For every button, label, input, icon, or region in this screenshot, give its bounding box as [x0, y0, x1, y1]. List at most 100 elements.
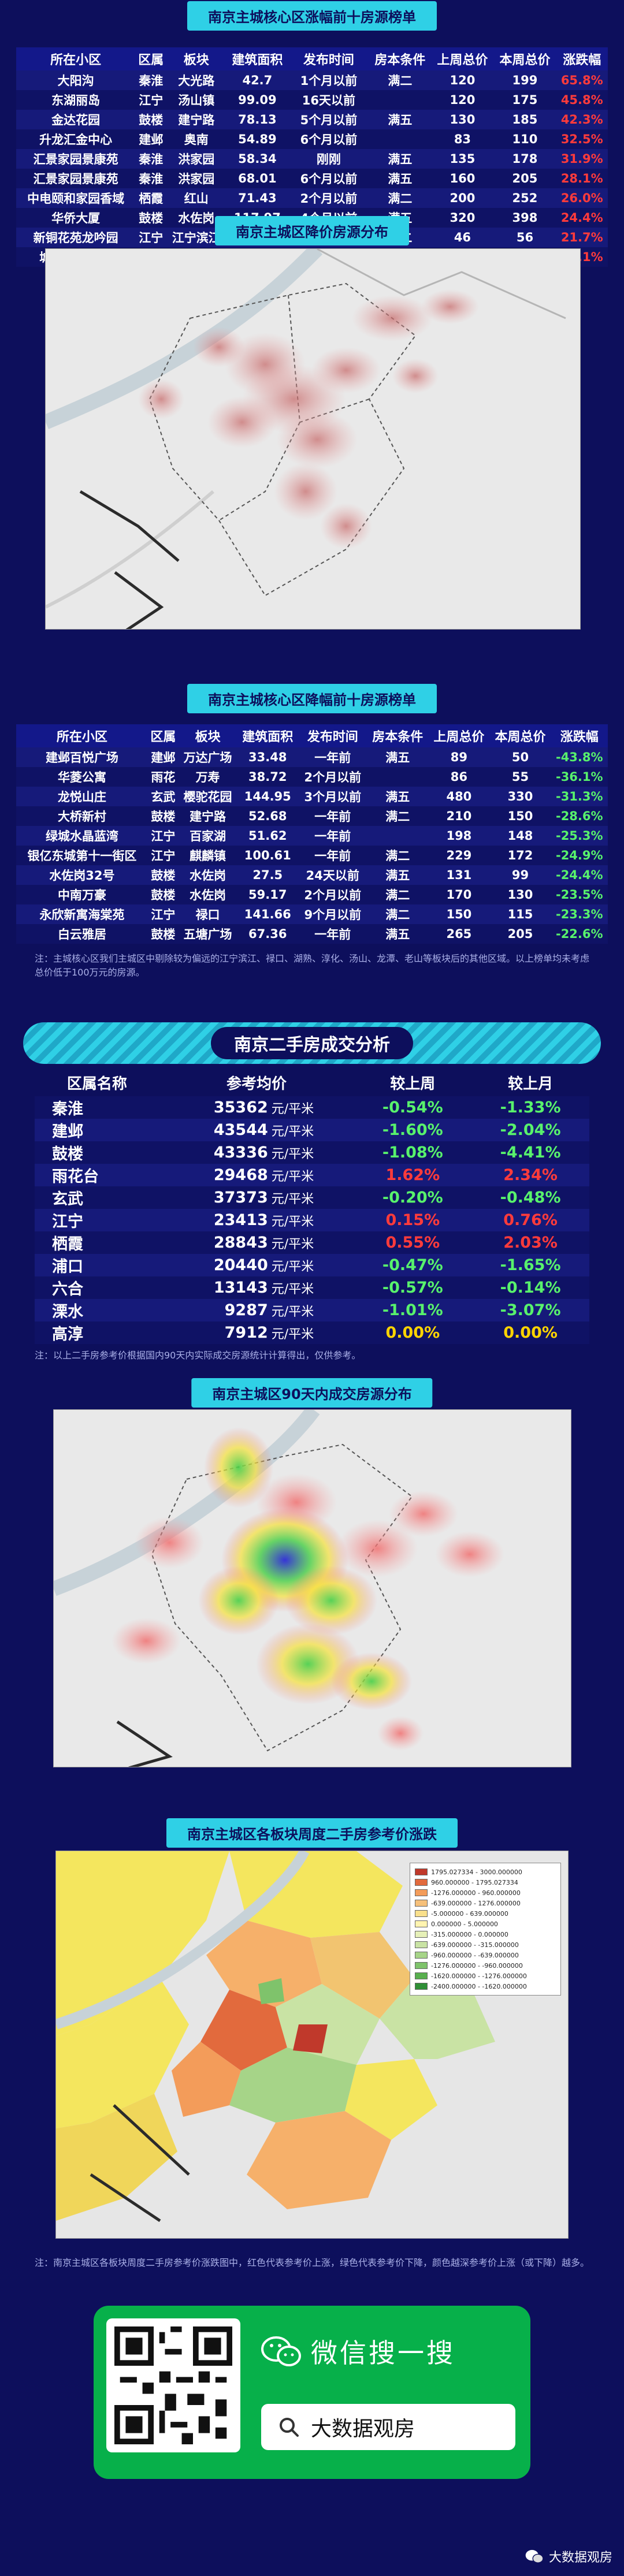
legend-item: 1795.027334 - 3000.000000	[415, 1867, 556, 1877]
table-cell: 78.13	[226, 110, 289, 129]
column-header: 所在小区	[16, 47, 136, 70]
table-cell: 水佐岗	[178, 865, 237, 885]
legend-swatch	[415, 1900, 428, 1907]
table-cell: 130	[489, 885, 551, 904]
section-title-sector-change-map: 南京主城区各板块周度二手房参考价涨跌	[166, 1818, 458, 1848]
table-cell: 252	[493, 188, 556, 208]
table-cell: 永欣新寓海棠苑	[16, 904, 148, 924]
table-cell: 86	[428, 767, 490, 787]
table-cell: 330	[489, 787, 551, 806]
legend-label: -2400.000000 - -1620.000000	[431, 1982, 527, 1990]
legend-swatch	[415, 1920, 428, 1927]
table-cell: 升龙汇金中心	[16, 129, 136, 149]
table-cell: 150	[428, 904, 490, 924]
table-row: 雨花台 29468 元/平米 1.62% 2.34%	[35, 1164, 589, 1186]
district-price: 23413	[159, 1209, 272, 1231]
trade-heatmap-svg	[54, 1410, 571, 1767]
table-cell: 200	[431, 188, 494, 208]
table-cell: 万达广场	[178, 747, 237, 767]
column-header: 房本条件	[369, 47, 432, 70]
legend-swatch	[415, 1962, 428, 1969]
table-cell: 100.61	[237, 846, 299, 865]
table-cell: 38.72	[237, 767, 299, 787]
legend-label: -5.000000 - 639.000000	[431, 1909, 508, 1918]
column-header: 房本条件	[367, 724, 429, 747]
table-cell: 满二	[367, 806, 429, 826]
monthly-change: 2.34%	[471, 1164, 589, 1186]
table-cell: 59.17	[237, 885, 299, 904]
table-cell	[367, 767, 429, 787]
table-cell: 满二	[367, 885, 429, 904]
table-row: 绿城水晶蓝湾 江宁 百家湖 51.62 一年前 198 148 -25.3%	[16, 826, 608, 846]
table-cell: 樱驼花园	[178, 787, 237, 806]
table-cell: -28.6%	[551, 806, 608, 826]
monthly-change: -0.48%	[471, 1186, 589, 1209]
table-cell: 一年前	[298, 747, 367, 767]
legend-swatch	[415, 1910, 428, 1917]
table-cell	[369, 129, 432, 149]
table-cell: 大光路	[166, 70, 226, 90]
table-cell: 31.9%	[556, 149, 608, 169]
table-cell: 百家湖	[178, 826, 237, 846]
table-cell: 一年前	[298, 846, 367, 865]
table-cell: 42.3%	[556, 110, 608, 129]
table-cell: 金达花园	[16, 110, 136, 129]
monthly-change: 0.76%	[471, 1209, 589, 1231]
search-box[interactable]: 大数据观房	[261, 2404, 515, 2450]
table-cell: 建邺百悦广场	[16, 747, 148, 767]
table-row: 建邺百悦广场 建邺 万达广场 33.48 一年前 满五 89 50 -43.8%	[16, 747, 608, 767]
district-name: 高淳	[35, 1321, 159, 1344]
price-unit: 元/平米	[271, 1186, 354, 1209]
table-cell: 205	[489, 924, 551, 944]
table-cell: 建邺	[147, 747, 179, 767]
legend-item: -1620.000000 - -1276.000000	[415, 1971, 556, 1981]
column-header: 涨跌幅	[551, 724, 608, 747]
table-cell: 白云雅居	[16, 924, 148, 944]
table-row: 建邺 43544 元/平米 -1.60% -2.04%	[35, 1119, 589, 1141]
table-cell: 148	[489, 826, 551, 846]
district-name: 六合	[35, 1276, 159, 1299]
district-price: 35362	[159, 1096, 272, 1119]
column-header: 发布时间	[298, 724, 367, 747]
district-price: 43544	[159, 1119, 272, 1141]
district-name: 江宁	[35, 1209, 159, 1231]
table-cell: 6个月以前	[288, 129, 369, 149]
column-header: 较上周	[390, 1075, 436, 1093]
table-cell: 21.7%	[556, 228, 608, 247]
table-cell: 江宁	[147, 846, 179, 865]
weekly-change: 0.00%	[354, 1321, 472, 1344]
district-name: 秦淮	[35, 1096, 159, 1119]
table-cell: 大桥新村	[16, 806, 148, 826]
table-cell: 2个月以前	[298, 885, 367, 904]
column-header: 建筑面积	[237, 724, 299, 747]
table-cell: 5个月以前	[288, 110, 369, 129]
sector-change-map: 1795.027334 - 3000.000000 960.000000 - 17…	[55, 1851, 569, 2239]
table-cell: 320	[431, 208, 494, 228]
table-cell: 江宁	[147, 826, 179, 846]
legend-label: -315.000000 - 0.000000	[431, 1930, 508, 1938]
table-cell: 秦淮	[135, 149, 167, 169]
legend-label: -1276.000000 - -960.000000	[431, 1961, 523, 1970]
district-name: 浦口	[35, 1254, 159, 1276]
table-cell: 50	[489, 747, 551, 767]
table-cell: 480	[428, 787, 490, 806]
table-cell: -23.5%	[551, 885, 608, 904]
table-row: 江宁 23413 元/平米 0.15% 0.76%	[35, 1209, 589, 1231]
table-cell: 建邺	[135, 129, 167, 149]
table-cell: 江宁	[147, 904, 179, 924]
table-cell: 建宁路	[166, 110, 226, 129]
table-cell: 32.5%	[556, 129, 608, 149]
table-cell: 满二	[367, 904, 429, 924]
table-row: 六合 13143 元/平米 -0.57% -0.14%	[35, 1276, 589, 1299]
column-header: 区属	[147, 724, 179, 747]
table-row: 永欣新寓海棠苑 江宁 禄口 141.66 9个月以前 满二 150 115 -23.3%	[16, 904, 608, 924]
sector-change-note: 注：南京主城区各板块周度二手房参考价涨跌图中，红色代表参考价上涨，绿色代表参考价…	[35, 2257, 590, 2268]
table-cell: 龙悦山庄	[16, 787, 148, 806]
table-cell: 229	[428, 846, 490, 865]
table-row: 玄武 37373 元/平米 -0.20% -0.48%	[35, 1186, 589, 1209]
column-header: 涨跌幅	[556, 47, 608, 70]
table-cell: 2个月以前	[298, 767, 367, 787]
section-title-trade-heatmap: 南京主城区90天内成交房源分布	[191, 1378, 433, 1408]
table-cell: 175	[493, 90, 556, 110]
table-row: 汇景家园景康苑 秦淮 洪家园 68.01 6个月以前 满五 160 205 28.1%	[16, 169, 608, 188]
